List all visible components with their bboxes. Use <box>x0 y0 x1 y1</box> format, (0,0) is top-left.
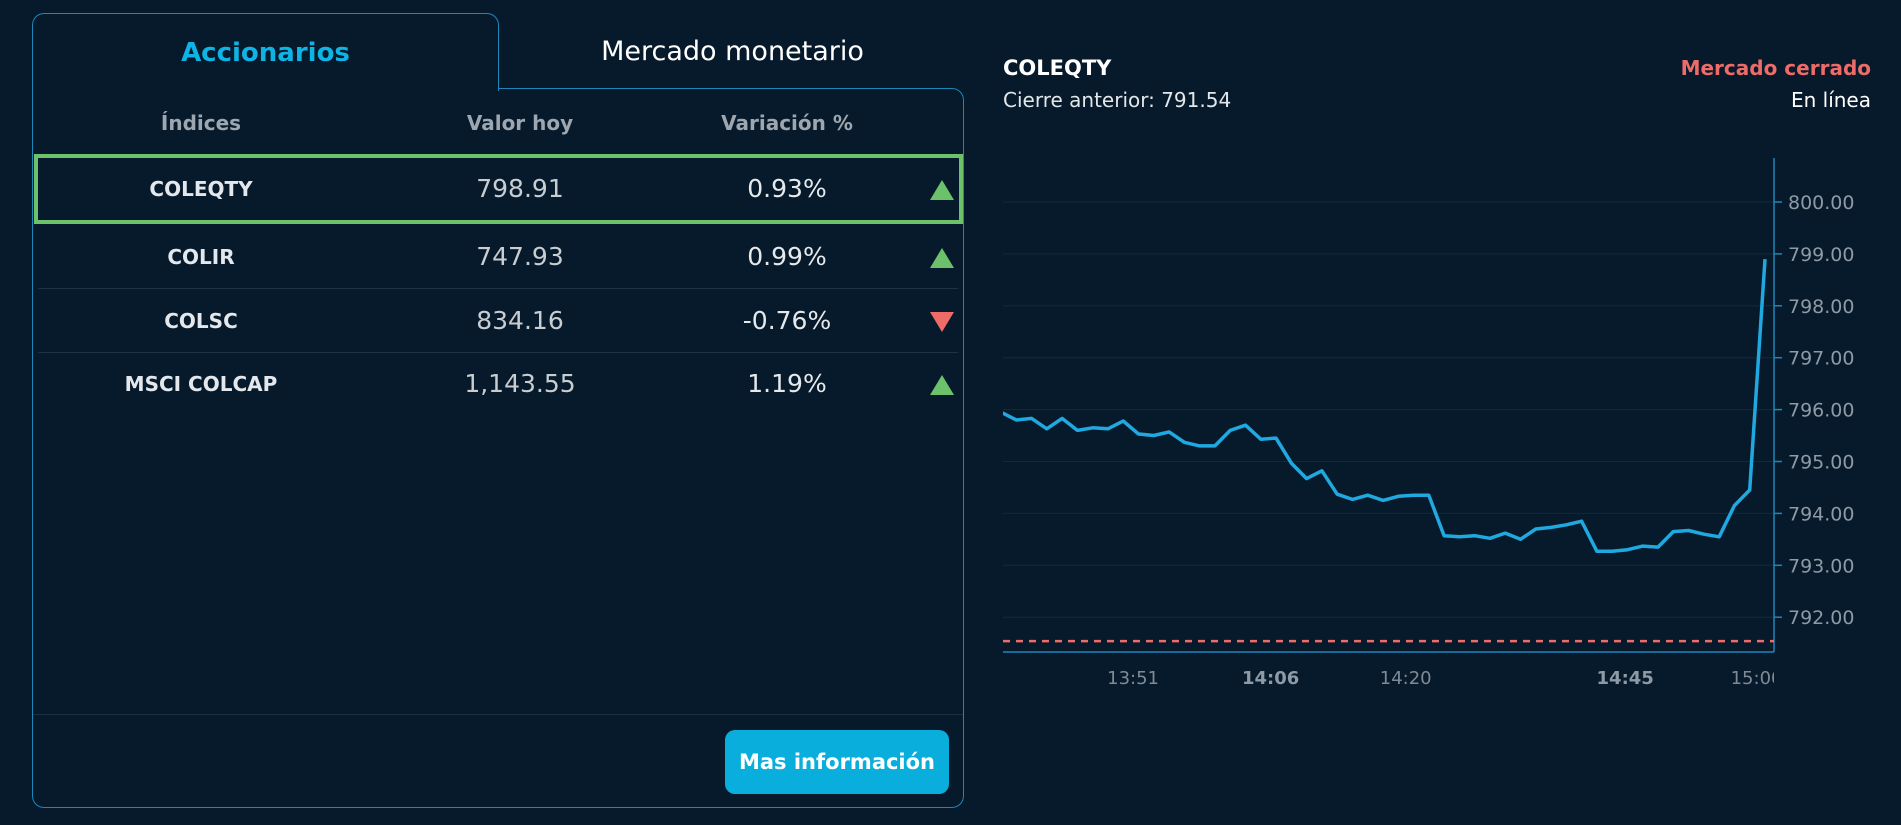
index-value: 1,143.55 <box>464 369 576 398</box>
more-info-button[interactable]: Mas información <box>725 730 949 794</box>
table-header: Índices Valor hoy Variación % <box>32 106 964 140</box>
tab-mercado-monetario[interactable]: Mercado monetario <box>601 35 864 67</box>
y-tick-label: 800.00 <box>1788 192 1854 214</box>
price-series-line <box>1003 258 1767 554</box>
x-tick-label: 14:45 <box>1597 668 1654 689</box>
y-tick-label: 799.00 <box>1788 244 1854 266</box>
table-row[interactable]: MSCI COLCAP 1,143.55 1.19% <box>32 354 964 414</box>
tab-accionarios[interactable]: Accionarios <box>32 13 499 91</box>
market-status: Mercado cerrado <box>1680 56 1871 80</box>
table-row[interactable]: COLEQTY 798.91 0.93% <box>32 159 964 219</box>
x-tick-label: 13:51 <box>1107 668 1159 689</box>
x-tick-label: 14:20 <box>1380 668 1432 689</box>
panel-footer-divider <box>33 714 963 715</box>
trend-up-icon <box>912 227 972 287</box>
x-tick-group: 13:51 14:06 14:20 14:45 15:00 <box>1107 668 1783 689</box>
y-tick-label: 798.00 <box>1788 296 1854 318</box>
header-variacion: Variación % <box>721 111 853 135</box>
trend-up-icon <box>912 354 972 414</box>
y-tick-label: 797.00 <box>1788 348 1854 370</box>
index-change: 0.93% <box>747 174 827 203</box>
y-tick-label: 792.00 <box>1788 607 1854 629</box>
index-value: 747.93 <box>476 242 564 271</box>
previous-close: Cierre anterior: 791.54 <box>1003 88 1232 112</box>
index-name: COLSC <box>164 309 238 333</box>
index-change: 1.19% <box>747 369 827 398</box>
y-tick-label: 795.00 <box>1788 452 1854 474</box>
trend-down-icon <box>912 291 972 351</box>
table-row[interactable]: COLIR 747.93 0.99% <box>32 227 964 287</box>
header-valor-hoy: Valor hoy <box>466 111 574 135</box>
y-tick-label: 793.00 <box>1788 555 1854 577</box>
index-name: COLEQTY <box>149 177 253 201</box>
chart-symbol: COLEQTY <box>1003 56 1112 80</box>
connection-status: En línea <box>1790 88 1871 112</box>
index-name: MSCI COLCAP <box>124 372 278 396</box>
x-tick-label: 14:06 <box>1242 668 1299 689</box>
y-tick-label: 794.00 <box>1788 503 1854 525</box>
header-indices: Índices <box>160 111 242 135</box>
index-value: 834.16 <box>476 306 564 335</box>
index-change: -0.76% <box>742 306 832 335</box>
indices-panel <box>32 88 964 808</box>
chart-grid <box>1003 201 1774 618</box>
index-name: COLIR <box>167 245 235 269</box>
row-divider <box>38 288 958 289</box>
x-tick-label: 15:00 <box>1731 668 1783 689</box>
y-tick-group: 800.00 799.00 798.00 797.00 796.00 795.00 794.… <box>1774 192 1854 629</box>
index-value: 798.91 <box>476 174 564 203</box>
index-change: 0.99% <box>747 242 827 271</box>
y-tick-label: 796.00 <box>1788 400 1854 422</box>
trend-up-icon <box>912 159 972 219</box>
table-row[interactable]: COLSC 834.16 -0.76% <box>32 291 964 351</box>
row-divider <box>38 352 958 353</box>
selected-row-highlight <box>34 154 963 224</box>
